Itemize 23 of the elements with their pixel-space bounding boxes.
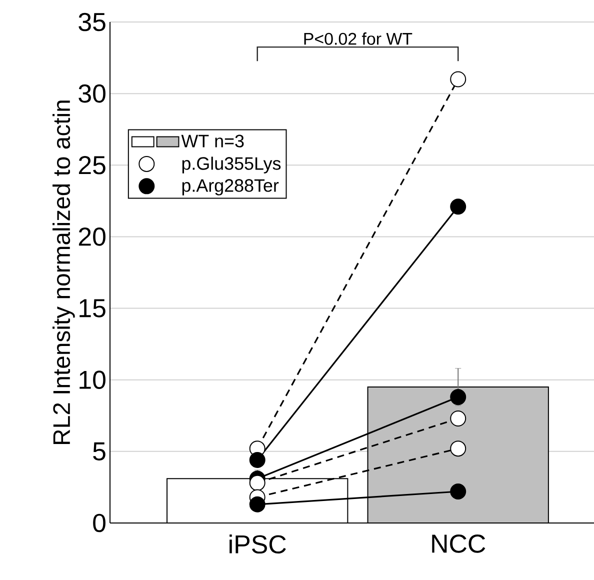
- y-tick-label: 25: [78, 156, 106, 174]
- legend-label: p.Glu355Lys: [182, 156, 281, 174]
- legend-label: WT n=3: [181, 134, 244, 148]
- point: [450, 198, 466, 215]
- x-tick-label: iPSC: [230, 534, 286, 554]
- y-tick-label: 35: [78, 12, 106, 32]
- annotation: P<0.02 for WT: [304, 32, 412, 45]
- point: [249, 474, 266, 491]
- point: [450, 410, 466, 427]
- y-axis-title: RL2 Intensity normalized to actin: [52, 100, 75, 444]
- point: [249, 452, 266, 468]
- y-tick-label: 30: [78, 84, 106, 103]
- y-tick-label: 15: [80, 299, 106, 318]
- y-tick-label: 20: [78, 228, 106, 246]
- y-tick-label: 5: [93, 442, 106, 460]
- point: [450, 389, 466, 406]
- point: [249, 496, 266, 512]
- point: [450, 484, 466, 500]
- point: [450, 440, 466, 457]
- y-tick-label: 10: [80, 370, 106, 390]
- legend-label: p.Arg288Ter: [182, 179, 279, 196]
- x-tick-label: NCC: [432, 534, 486, 553]
- y-tick-label: 0: [93, 514, 106, 532]
